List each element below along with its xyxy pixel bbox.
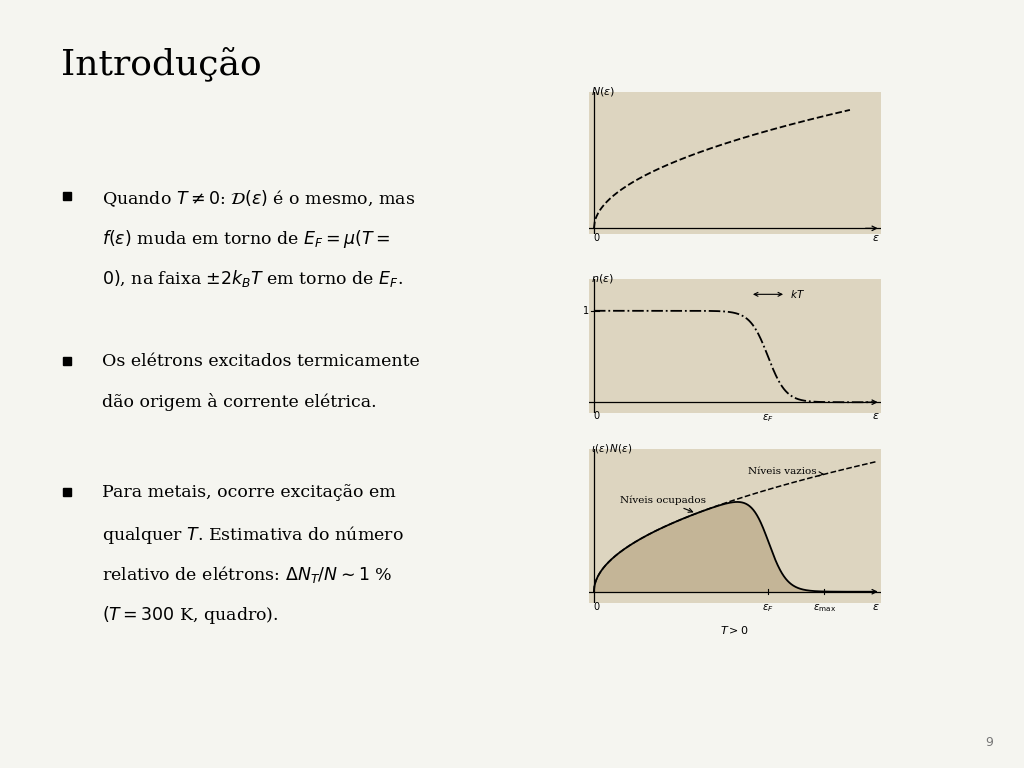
Text: qualquer $T$. Estimativa do número: qualquer $T$. Estimativa do número (102, 524, 404, 546)
Text: $\varepsilon_F$: $\varepsilon_F$ (762, 412, 774, 424)
Text: $0)$, na faixa $\pm 2k_BT$ em torno de $E_F$.: $0)$, na faixa $\pm 2k_BT$ em torno de $… (102, 268, 403, 289)
Text: 0: 0 (594, 412, 599, 422)
Text: $f(\epsilon)$ muda em torno de $E_F = \mu(T =$: $f(\epsilon)$ muda em torno de $E_F = \m… (102, 228, 390, 250)
Text: $\varepsilon_{\rm max}$: $\varepsilon_{\rm max}$ (813, 602, 836, 614)
Text: 0: 0 (594, 233, 599, 243)
Text: Introdução: Introdução (61, 46, 262, 81)
Text: $T > 0$: $T > 0$ (720, 624, 750, 637)
Text: $\iota(\varepsilon)\,N(\varepsilon)$: $\iota(\varepsilon)\,N(\varepsilon)$ (592, 442, 633, 455)
Text: Para metais, ocorre excitação em: Para metais, ocorre excitação em (102, 484, 396, 501)
Text: $n(\varepsilon)$: $n(\varepsilon)$ (592, 272, 614, 285)
Text: $\varepsilon$: $\varepsilon$ (871, 601, 880, 611)
Text: dão origem à corrente elétrica.: dão origem à corrente elétrica. (102, 393, 377, 411)
Text: $kT$: $kT$ (791, 288, 806, 300)
Text: $\varepsilon$: $\varepsilon$ (871, 412, 880, 422)
Text: 0: 0 (594, 601, 599, 611)
Text: 1: 1 (583, 306, 589, 316)
Text: $\varepsilon_F$: $\varepsilon_F$ (762, 602, 774, 614)
Text: $\varepsilon$: $\varepsilon$ (871, 233, 880, 243)
Text: Níveis vazios: Níveis vazios (748, 467, 823, 476)
Text: $(T = 300$ K, quadro).: $(T = 300$ K, quadro). (102, 604, 280, 626)
Text: Os elétrons excitados termicamente: Os elétrons excitados termicamente (102, 353, 420, 370)
Text: Quando $T \neq 0$: $\mathcal{D}(\epsilon)$ é o mesmo, mas: Quando $T \neq 0$: $\mathcal{D}(\epsilon… (102, 188, 416, 209)
Text: relativo de elétrons: $\Delta N_T/N \sim 1$ %: relativo de elétrons: $\Delta N_T/N \sim… (102, 564, 393, 584)
Text: Níveis ocupados: Níveis ocupados (620, 495, 706, 512)
Text: $N(\varepsilon)$: $N(\varepsilon)$ (592, 85, 615, 98)
Text: 9: 9 (985, 736, 993, 749)
